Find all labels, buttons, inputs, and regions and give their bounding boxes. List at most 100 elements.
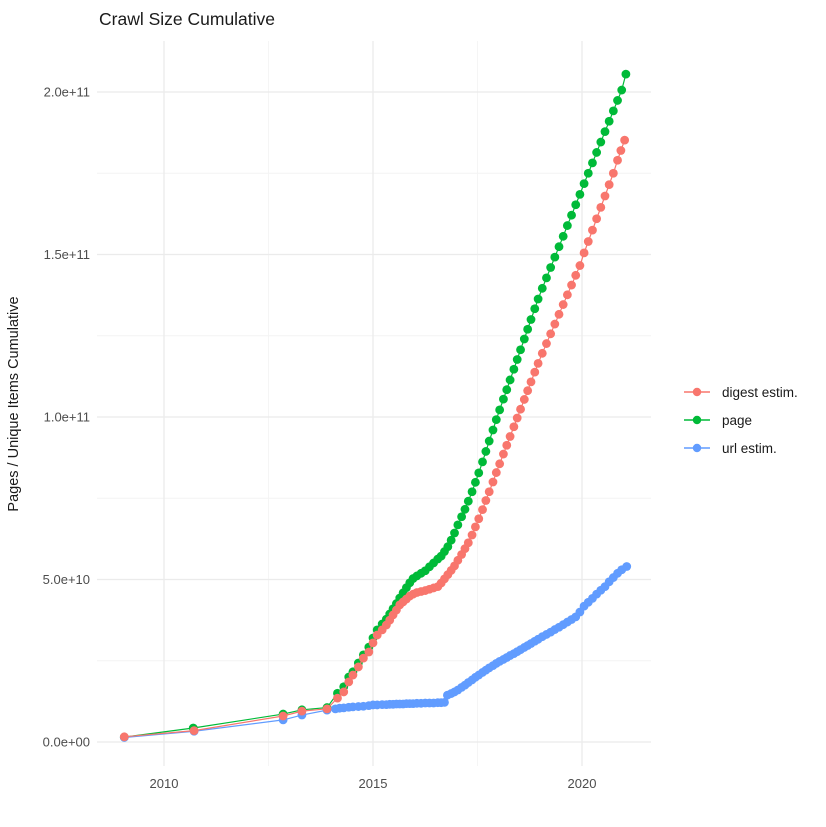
data-point — [478, 457, 487, 467]
data-point — [519, 395, 529, 404]
data-point — [550, 319, 560, 329]
data-point — [339, 687, 349, 697]
data-point — [620, 135, 630, 145]
data-point — [368, 638, 378, 648]
data-point — [537, 283, 547, 293]
data-point — [604, 180, 614, 190]
data-point — [502, 440, 512, 450]
data-point — [453, 520, 463, 530]
data-point — [575, 261, 585, 270]
data-point — [622, 562, 632, 571]
data-point — [583, 237, 593, 246]
data-point — [567, 280, 576, 290]
data-point — [588, 158, 597, 168]
data-point — [505, 432, 515, 441]
data-point — [600, 127, 610, 137]
legend: digest estim. page url estim. — [682, 378, 798, 462]
data-point — [189, 726, 199, 736]
data-point — [604, 116, 614, 126]
data-point — [526, 315, 536, 324]
data-point — [562, 290, 572, 300]
data-point — [481, 496, 491, 505]
data-point — [523, 324, 533, 334]
data-point — [546, 263, 556, 272]
data-point — [358, 653, 368, 663]
data-point — [592, 148, 602, 157]
y-tick-label: 1.5e+11 — [44, 247, 90, 262]
data-point — [322, 704, 332, 714]
data-point — [554, 309, 564, 319]
data-point — [348, 670, 358, 680]
data-point — [450, 528, 459, 538]
data-point — [613, 96, 622, 105]
data-point — [558, 231, 568, 241]
data-point — [509, 422, 519, 432]
data-point — [512, 413, 522, 423]
data-point — [530, 367, 540, 377]
data-point — [333, 693, 342, 703]
data-point — [596, 137, 606, 147]
data-point — [567, 210, 576, 220]
data-point — [491, 468, 501, 477]
data-point — [617, 85, 627, 95]
series-digest-estim- — [119, 135, 630, 742]
data-point — [474, 514, 484, 524]
legend-item-page: page — [682, 406, 798, 434]
data-point — [471, 477, 480, 487]
data-point — [550, 252, 560, 262]
data-point — [471, 522, 480, 532]
digest-series-key-icon — [684, 387, 710, 397]
data-point — [488, 425, 498, 435]
y-tick-label: 5.0e+10 — [43, 572, 90, 587]
page-title: Crawl Size Cumulative — [99, 9, 276, 29]
data-point — [526, 377, 536, 387]
legend-label: url estim. — [722, 440, 777, 456]
data-point — [542, 339, 551, 348]
data-point — [344, 677, 354, 687]
page-series-key-icon — [684, 415, 710, 425]
y-tick-label: 1.0e+11 — [44, 410, 90, 425]
data-point — [571, 270, 581, 280]
data-point — [278, 711, 288, 721]
data-point — [495, 405, 505, 415]
data-point — [509, 364, 519, 374]
data-point — [537, 348, 547, 358]
data-point — [467, 530, 477, 540]
grid-minor — [97, 41, 651, 766]
data-point — [533, 358, 543, 368]
data-point — [588, 225, 597, 235]
data-point — [592, 214, 602, 224]
data-point — [463, 496, 473, 506]
data-point — [608, 168, 618, 178]
data-point — [616, 146, 626, 155]
data-point — [600, 191, 610, 201]
y-tick-label: 0.0e+00 — [43, 735, 90, 750]
data-point — [583, 168, 593, 178]
data-point — [533, 294, 543, 304]
axis-tick-labels: 2010 2015 2020 0.0e+00 5.0e+10 1.0e+11 1.5e+11… — [43, 85, 597, 792]
data-point — [463, 538, 473, 548]
data-point — [516, 404, 525, 414]
data-point — [443, 542, 453, 552]
data-point — [512, 355, 522, 364]
data-point — [579, 248, 589, 258]
x-tick-label: 2010 — [150, 776, 179, 791]
data-point — [546, 329, 556, 339]
data-point — [608, 106, 618, 116]
legend-label: digest estim. — [722, 384, 798, 400]
legend-item-digest: digest estim. — [682, 378, 798, 406]
data-point — [484, 436, 494, 446]
x-tick-label: 2020 — [568, 776, 597, 791]
data-point — [297, 706, 307, 716]
data-point — [575, 189, 585, 199]
data-point — [519, 334, 529, 344]
data-point — [621, 69, 631, 79]
data-point — [488, 477, 498, 487]
data-point — [613, 155, 622, 165]
data-point — [523, 386, 533, 396]
data-point — [499, 394, 508, 404]
data-point — [542, 273, 551, 283]
data-point — [364, 647, 374, 657]
